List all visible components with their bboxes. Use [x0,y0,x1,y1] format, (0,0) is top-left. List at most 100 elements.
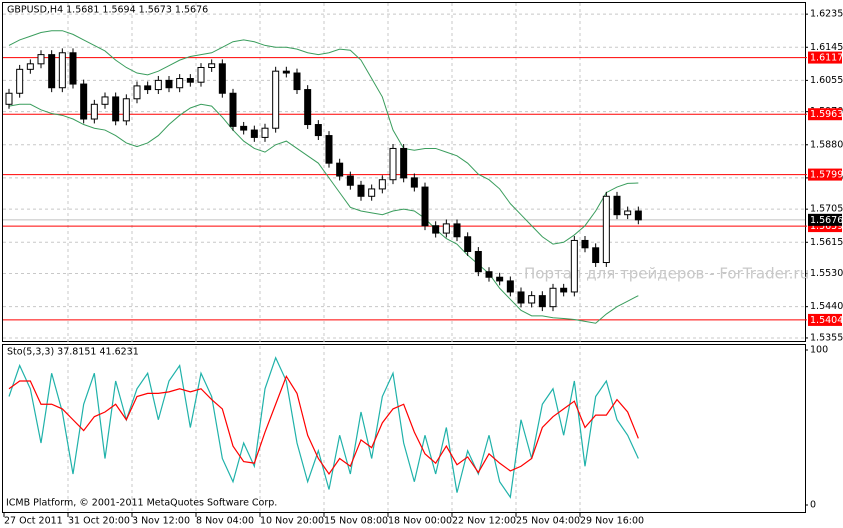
y-tick-label: 1.5355 [810,332,843,343]
candle-body [26,63,34,70]
candle-body [208,63,216,68]
x-tick-label: 15 Nov 08:00 [324,516,388,527]
candle-body [602,195,610,264]
x-tick-label: 27 Oct 2011 [4,516,63,527]
level-label-box [808,313,842,326]
candle-body [400,147,408,179]
candle-body [261,127,269,138]
candle-body [69,52,77,85]
candle-body [389,147,397,181]
x-tick-label: 8 Nov 04:00 [196,516,254,527]
current-price-label: 1.5676 [810,215,843,226]
level-label: 1.5659 [810,221,843,232]
x-tick-label: 18 Nov 00:00 [388,516,452,527]
footer: ICMB Platform, © 2001-2011 MetaQuotes So… [6,498,277,509]
candle-body [16,68,24,94]
candle-body [357,184,365,197]
candle-body [240,125,248,131]
indicator-title: Sto(5,3,3) 37.8151 41.6231 [7,347,139,358]
candle-body [186,78,194,83]
candle-body [293,72,301,91]
y-tick-label: 1.6055 [810,75,843,86]
y-tick-label: 1.5615 [810,237,843,248]
x-tick-label: 31 Oct 20:00 [68,516,130,527]
candle-body [304,89,312,126]
candle-body [624,210,632,216]
candle-body [538,295,546,308]
y-tick-label: 1.5530 [810,268,843,279]
candle-body [581,239,589,249]
candle-body [613,195,621,216]
candle-body [464,236,472,252]
candle-body [592,247,600,264]
candle-body [432,225,440,234]
candle-body [218,63,226,94]
candle-body [122,98,130,122]
y-tick-label: 100 [810,345,828,356]
candle-body [48,54,56,89]
candle-body [368,188,376,197]
candle-body [570,239,578,293]
x-tick-label: 10 Nov 20:00 [260,516,324,527]
level-label-box [808,108,842,121]
candle-body [421,186,429,227]
candle-body [197,66,205,83]
stochastic-panel-frame [2,344,806,513]
level-label-box [808,168,842,181]
candle-body [506,280,514,293]
candle-body [485,271,493,278]
candle-body [346,175,354,186]
x-tick-label: 29 Nov 16:00 [580,516,644,527]
candle-body [133,85,141,100]
candle-body [80,83,88,120]
level-label-box [808,51,842,64]
candle-body [336,162,344,177]
candle-body [410,177,418,188]
level-label: 1.5799 [810,170,843,181]
bollinger-band [8,30,639,245]
level-label: 1.6117 [810,53,843,64]
candle-body [272,70,280,129]
candle-body [154,79,162,91]
candle-body [58,52,66,89]
candle-body [90,103,98,120]
level-label: 1.5963 [810,109,843,120]
stochastic-line [8,375,639,476]
y-tick-label: 1.6235 [810,9,843,20]
candle-body [282,70,290,74]
candle-body [229,92,237,127]
candle-body [453,223,461,238]
level-label: 1.5404 [810,315,843,326]
candle-body [314,124,322,137]
candle-body [165,79,173,89]
candle-body [325,135,333,164]
y-tick-label: 1.6145 [810,42,843,53]
candle-body [528,295,536,304]
candle-body [37,54,45,65]
candle-body [5,92,13,105]
x-tick-label: 3 Nov 12:00 [132,516,190,527]
candle-body [101,96,109,105]
candle-body [250,129,258,138]
candle-body [549,287,557,308]
y-tick-label: 1.5440 [810,301,843,312]
candle-body [496,276,504,282]
candle-body [560,287,568,293]
y-tick-label: 1.5880 [810,139,843,150]
price-panel-frame [2,2,806,342]
candle-body [176,78,184,89]
x-tick-label: 25 Nov 04:00 [516,516,580,527]
bollinger-band [8,103,639,324]
x-tick-label: 22 Nov 12:00 [452,516,516,527]
watermark: Портал для трейдеров - ForTrader.ru [524,265,809,283]
candle-body [378,179,386,190]
y-tick-label: 1.5705 [810,204,843,215]
candle-body [634,210,642,221]
candle-body [112,96,120,122]
y-tick-label: 0 [810,500,816,511]
candle-body [144,85,152,91]
chart-title: GBPUSD,H4 1.5681 1.5694 1.5673 1.5676 [7,5,208,16]
candle-body [517,291,525,304]
current-price-box [808,213,842,226]
candle-body [474,250,482,273]
